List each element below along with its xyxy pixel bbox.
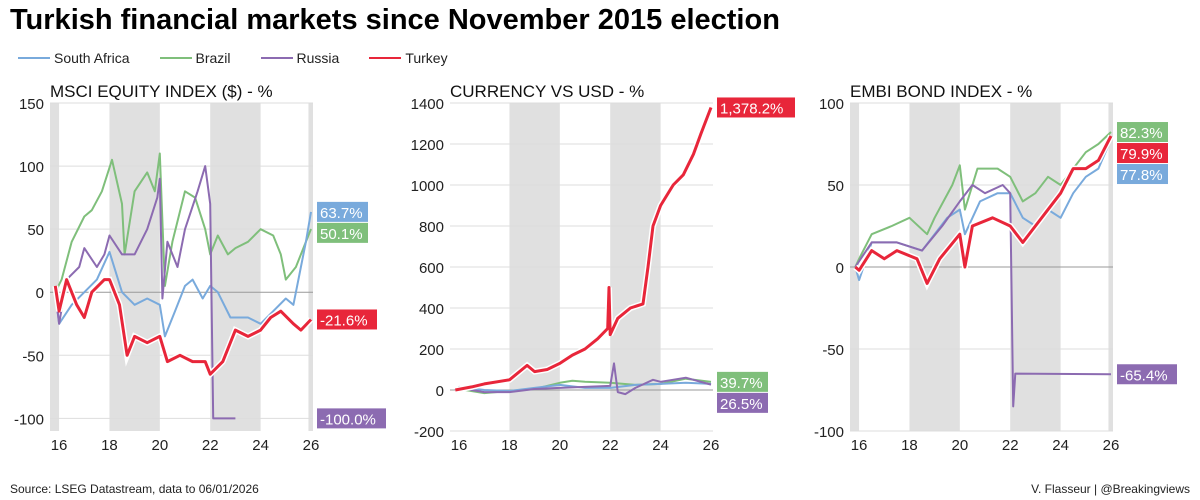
shaded-band xyxy=(210,103,261,431)
series-halo xyxy=(52,269,314,380)
legend-swatch xyxy=(369,57,402,59)
legend-swatch xyxy=(18,57,50,59)
series-line-south-africa xyxy=(854,139,1112,282)
chart-title: EMBI BOND INDEX - % xyxy=(850,82,1032,101)
x-tick-label: 24 xyxy=(652,437,669,454)
end-label-box xyxy=(317,408,386,429)
y-tick-label: 0 xyxy=(836,260,844,277)
y-tick-label: 1200 xyxy=(411,137,444,154)
x-tick-label: 16 xyxy=(51,437,68,454)
series-line-russia xyxy=(854,184,1112,408)
y-tick-label: -50 xyxy=(822,342,844,359)
x-tick-label: 22 xyxy=(202,437,219,454)
end-label-box xyxy=(1117,164,1168,185)
x-tick-label: 18 xyxy=(901,437,918,454)
shaded-band xyxy=(308,103,313,431)
credit-note: V. Flasseur | @Breakingviews xyxy=(1031,482,1190,496)
legend-label: Russia xyxy=(296,50,340,66)
end-label-box xyxy=(317,309,377,330)
y-tick-label: 100 xyxy=(19,159,44,176)
y-tick-label: 0 xyxy=(436,383,444,400)
end-label-box xyxy=(717,392,768,413)
end-label: 1,378.2% xyxy=(720,100,783,117)
x-tick-label: 20 xyxy=(551,437,568,454)
y-tick-label: -100 xyxy=(814,424,844,441)
series-line-russia xyxy=(54,165,236,420)
end-label: 82.3% xyxy=(1120,125,1163,142)
y-tick-label: 400 xyxy=(419,301,444,318)
series-line-brazil xyxy=(54,152,312,293)
end-label: -21.6% xyxy=(320,312,368,329)
legend-item: Brazil xyxy=(159,50,231,66)
end-label-box xyxy=(717,97,795,118)
y-tick-label: 800 xyxy=(419,219,444,236)
x-tick-label: 22 xyxy=(1002,437,1019,454)
chart-panel-2: CURRENCY VS USD - % 1400 1200 1000 800 600 400… xyxy=(411,82,795,454)
end-label-box xyxy=(717,371,768,392)
y-tick-label: -200 xyxy=(414,424,444,441)
x-tick-label: 22 xyxy=(602,437,619,454)
x-tick-label: 26 xyxy=(703,437,720,454)
y-tick-label: 1400 xyxy=(411,96,444,113)
x-tick-label: 26 xyxy=(303,437,320,454)
end-label: -65.4% xyxy=(1120,367,1168,384)
end-label-box xyxy=(1117,122,1168,143)
chart-panel-3: EMBI BOND INDEX - % 100 50 0 -50 -100 16 18 20 22… xyxy=(814,82,1177,454)
end-label-box xyxy=(1117,364,1177,385)
x-tick-label: 26 xyxy=(1103,437,1120,454)
y-tick-label: 50 xyxy=(27,222,44,239)
legend: South Africa Brazil Russia Turkey xyxy=(18,50,478,66)
legend-swatch xyxy=(159,57,192,59)
y-tick-label: 1000 xyxy=(411,178,444,195)
x-tick-label: 24 xyxy=(252,437,269,454)
x-tick-label: 18 xyxy=(501,437,518,454)
series-line-russia xyxy=(454,362,712,396)
end-label: 39.7% xyxy=(720,375,763,392)
x-tick-label: 16 xyxy=(851,437,868,454)
legend-swatch xyxy=(260,57,293,59)
end-label-box xyxy=(1117,143,1168,164)
y-tick-label: 150 xyxy=(19,96,44,113)
y-tick-label: 200 xyxy=(419,342,444,359)
x-tick-label: 16 xyxy=(451,437,468,454)
x-tick-label: 20 xyxy=(951,437,968,454)
legend-item: Russia xyxy=(260,50,340,66)
end-label: -100.0% xyxy=(320,411,376,428)
chart-title: CURRENCY VS USD - % xyxy=(450,82,644,101)
series-line-turkey xyxy=(455,106,713,392)
end-label: 26.5% xyxy=(720,396,763,413)
series-line-turkey xyxy=(854,135,1113,285)
series-line-turkey xyxy=(53,278,313,376)
series-halo xyxy=(454,106,714,393)
chart-panel-1: MSCI EQUITY INDEX ($) - % 150 100 50 0 -50 -10… xyxy=(14,82,386,454)
y-tick-label: 0 xyxy=(36,285,44,302)
legend-label: Turkey xyxy=(405,50,448,66)
legend-label: Brazil xyxy=(195,50,231,66)
end-label-box xyxy=(317,201,368,222)
y-tick-label: 100 xyxy=(819,96,844,113)
y-tick-label: -50 xyxy=(22,348,44,365)
series-halo xyxy=(853,134,1114,291)
legend-item: Turkey xyxy=(369,50,448,66)
legend-item: South Africa xyxy=(18,50,130,66)
end-label: 50.1% xyxy=(320,226,363,243)
end-label: 79.9% xyxy=(1120,146,1163,163)
shaded-band xyxy=(50,103,60,431)
y-tick-label: 50 xyxy=(827,178,844,195)
y-tick-label: 600 xyxy=(419,260,444,277)
end-label: 63.7% xyxy=(320,205,363,222)
x-tick-label: 18 xyxy=(101,437,118,454)
y-tick-label: -100 xyxy=(14,411,44,428)
legend-label: South Africa xyxy=(54,50,130,66)
x-tick-label: 24 xyxy=(1052,437,1069,454)
page-title: Turkish financial markets since November… xyxy=(10,4,780,36)
end-label-box xyxy=(317,222,368,243)
source-note: Source: LSEG Datastream, data to 06/01/2… xyxy=(10,482,259,496)
chart-title: MSCI EQUITY INDEX ($) - % xyxy=(50,82,273,101)
shaded-band xyxy=(109,103,160,431)
end-label: 77.8% xyxy=(1120,167,1163,184)
x-tick-label: 20 xyxy=(151,437,168,454)
series-line-south-africa xyxy=(54,211,312,338)
